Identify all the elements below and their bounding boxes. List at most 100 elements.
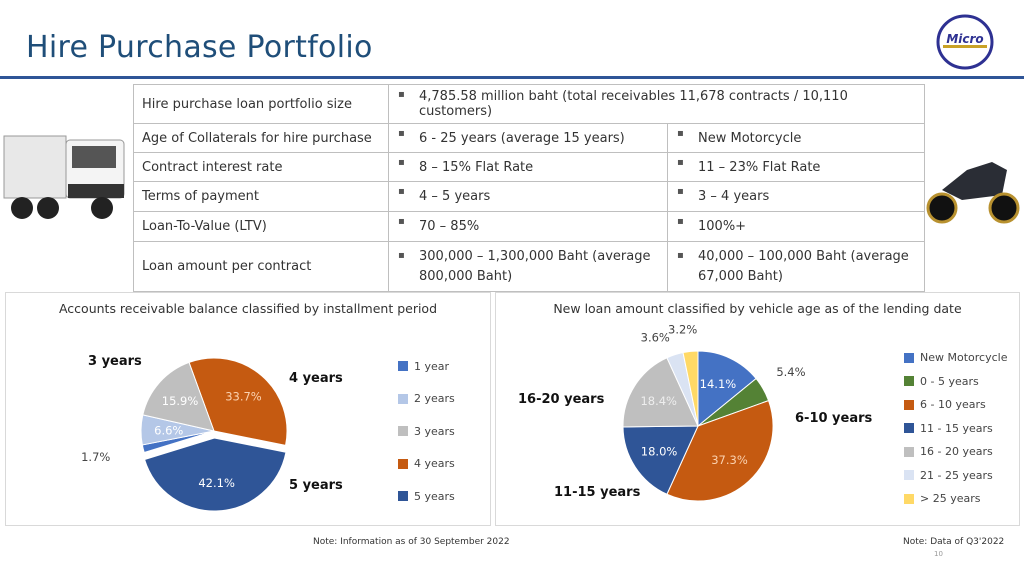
data-label: 33.7% (225, 390, 262, 404)
legend-item: 3 years (398, 415, 455, 448)
annotation-3-years: 3 years (88, 354, 142, 369)
table-row: Loan amount per contract300,000 – 1,300,… (133, 241, 925, 292)
legend-label: 11 - 15 years (920, 421, 993, 435)
vehicle-age-pie: 14.1% 5.4% 37.3% 18.0% 18.4% 3.6%3.2% (622, 322, 806, 502)
motorcycle-value: New Motorcycle (667, 123, 925, 153)
legend-label: 16 - 20 years (920, 445, 993, 459)
truck-value: 70 – 85% (388, 211, 668, 242)
legend-swatch (398, 393, 408, 404)
note-left: Note: Information as of 30 September 202… (313, 537, 510, 547)
row-label: Contract interest rate (133, 152, 389, 182)
row-label: Loan amount per contract (133, 241, 389, 292)
data-label: 18.4% (640, 394, 677, 408)
page-number: 10 (934, 550, 943, 558)
pie-slice-3-years (142, 361, 215, 432)
motorcycle-image (926, 162, 1020, 224)
truck-value: 300,000 – 1,300,000 Baht (average 800,00… (388, 241, 668, 292)
legend-swatch (904, 493, 914, 504)
legend-label: 4 years (414, 457, 455, 471)
legend-swatch (398, 361, 408, 372)
svg-text:Micro: Micro (946, 32, 983, 46)
truck-value: 6 - 25 years (average 15 years) (388, 123, 668, 153)
annotation-11-15-years: 11-15 years (554, 485, 641, 500)
legend-item: > 25 years (904, 487, 1007, 511)
legend-item: 11 - 15 years (904, 417, 1007, 441)
data-label: 6.6% (154, 423, 183, 437)
legend-item: 0 - 5 years (904, 370, 1007, 394)
legend-item: 16 - 20 years (904, 440, 1007, 464)
micro-logo: Micro (936, 14, 994, 70)
table-row: Contract interest rate8 – 15% Flat Rate1… (133, 152, 925, 182)
row-label: Hire purchase loan portfolio size (133, 84, 389, 124)
legend-swatch (904, 399, 914, 410)
row-label: Terms of payment (133, 181, 389, 212)
data-label: 14.1% (700, 377, 737, 391)
data-label: 5.4% (776, 365, 805, 379)
motorcycle-value: 11 – 23% Flat Rate (667, 152, 925, 182)
legend: New Motorcycle 0 - 5 years 6 - 10 years 11 … (904, 346, 1007, 511)
installment-chart-panel: Accounts receivable balance classified b… (5, 292, 491, 526)
legend-swatch (398, 491, 408, 502)
legend-swatch (904, 470, 914, 481)
legend-swatch (904, 423, 914, 434)
legend-item: 21 - 25 years (904, 464, 1007, 488)
data-label: 18.0% (641, 444, 678, 458)
chart-title: Accounts receivable balance classified b… (58, 301, 438, 316)
legend-item: 2 years (398, 383, 455, 416)
legend-swatch (398, 426, 408, 437)
data-label: 3.2% (668, 322, 697, 336)
pie-slice-11-15-years (622, 425, 699, 495)
title-divider (0, 76, 1024, 79)
pie-slice-5-years (143, 437, 287, 512)
table-row: Loan-To-Value (LTV)70 – 85%100%+ (133, 211, 925, 242)
legend-label: > 25 years (920, 492, 981, 506)
legend-item: 6 - 10 years (904, 393, 1007, 417)
vehicle-age-chart-panel: New loan amount classified by vehicle ag… (495, 292, 1020, 526)
note-right: Note: Data of Q3'2022 (903, 537, 1005, 547)
pie-slice-6-10-years (666, 399, 774, 502)
data-label: 15.9% (162, 394, 199, 408)
pie-slice-new-motorcycle (697, 350, 757, 428)
legend-label: New Motorcycle (920, 351, 1008, 365)
legend-swatch (904, 446, 914, 457)
data-label: 3.6% (641, 331, 670, 345)
legend-item: 4 years (398, 448, 455, 481)
legend-item: New Motorcycle (904, 346, 1007, 370)
row-label: Loan-To-Value (LTV) (133, 211, 389, 242)
legend-label: 5 years (414, 489, 455, 503)
legend-label: 3 years (414, 424, 455, 438)
chart-title: New loan amount classified by vehicle ag… (553, 301, 962, 316)
legend-item: 1 year (398, 350, 455, 383)
truck-image (3, 135, 125, 219)
page-title: Hire Purchase Portfolio (26, 30, 373, 65)
truck-value: 4 – 5 years (388, 181, 668, 212)
truck-value: 8 – 15% Flat Rate (388, 152, 668, 182)
installment-pie: 33.7% 42.1% 1.7% 6.6% 15.9% (81, 357, 288, 512)
data-label: 42.1% (198, 476, 235, 490)
row-value: 4,785.58 million baht (total receivables… (388, 84, 925, 124)
legend-label: 2 years (414, 392, 455, 406)
pie-slice--25-years (682, 350, 699, 427)
legend-swatch (398, 458, 408, 469)
legend: 1 year 2 years 3 years 4 years 5 years (398, 350, 455, 513)
legend-label: 6 - 10 years (920, 398, 986, 412)
legend-swatch (904, 376, 914, 387)
motorcycle-value: 100%+ (667, 211, 925, 242)
annotation-4-years: 4 years (289, 371, 343, 386)
portfolio-table: Hire purchase loan portfolio size4,785.5… (133, 84, 925, 292)
legend-label: 21 - 25 years (920, 468, 993, 482)
legend-swatch (904, 352, 914, 363)
row-label: Age of Collaterals for hire purchase (133, 123, 389, 153)
annotation-16-20-years: 16-20 years (518, 392, 605, 407)
pie-slice-4-years (188, 357, 288, 446)
table-row: Hire purchase loan portfolio size4,785.5… (133, 84, 925, 124)
motorcycle-value: 40,000 – 100,000 Baht (average 67,000 Ba… (667, 241, 925, 292)
legend-item: 5 years (398, 480, 455, 513)
annotation-6-10-years: 6-10 years (795, 411, 873, 426)
data-label: 37.3% (711, 453, 748, 467)
annotation-5-years: 5 years (289, 478, 343, 493)
pie-slice-16-20-years (622, 357, 699, 428)
legend-label: 0 - 5 years (920, 374, 979, 388)
table-row: Age of Collaterals for hire purchase6 - … (133, 123, 925, 153)
